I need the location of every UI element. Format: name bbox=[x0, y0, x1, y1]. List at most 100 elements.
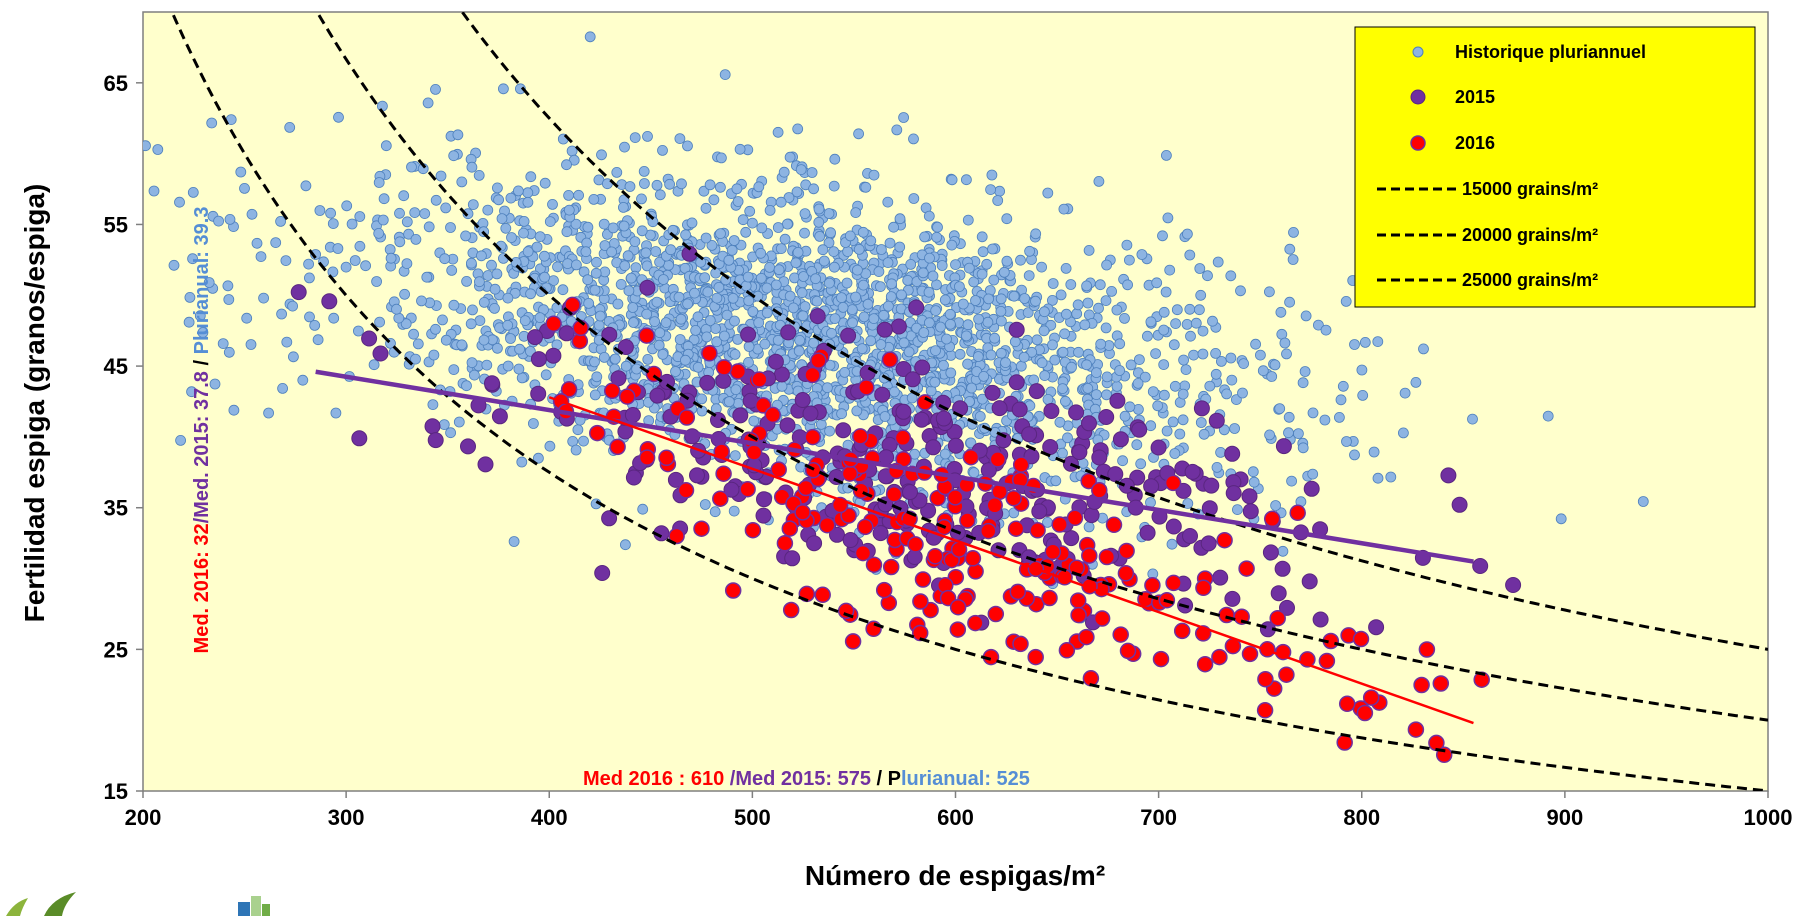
point-2015 bbox=[829, 526, 845, 543]
historique-point bbox=[456, 176, 468, 188]
point-2016 bbox=[949, 598, 967, 616]
historique-point bbox=[1182, 228, 1193, 240]
historique-point bbox=[1197, 325, 1209, 337]
historique-point bbox=[860, 181, 872, 193]
point-2015 bbox=[991, 400, 1008, 417]
historique-point bbox=[743, 295, 755, 307]
historique-point bbox=[775, 243, 787, 255]
historique-point bbox=[744, 205, 756, 217]
historique-point bbox=[674, 133, 686, 145]
historique-point bbox=[416, 295, 427, 307]
historique-point bbox=[1247, 466, 1259, 478]
point-2015 bbox=[1091, 449, 1108, 466]
historique-point bbox=[927, 270, 939, 282]
historique-point bbox=[561, 226, 573, 238]
point-2016 bbox=[1081, 547, 1098, 564]
point-2015 bbox=[1242, 503, 1259, 520]
point-2015 bbox=[1184, 463, 1201, 480]
historique-point bbox=[346, 218, 358, 230]
historique-point bbox=[770, 279, 782, 291]
historique-point bbox=[1000, 357, 1011, 369]
historique-point bbox=[1372, 472, 1384, 484]
point-2016 bbox=[858, 379, 875, 396]
historique-point bbox=[354, 240, 366, 252]
logo-block-2 bbox=[251, 896, 261, 916]
historique-point bbox=[651, 296, 663, 308]
historique-point bbox=[1015, 360, 1027, 372]
historique-point bbox=[710, 267, 722, 279]
point-2016 bbox=[1338, 695, 1356, 713]
historique-point bbox=[784, 151, 796, 163]
point-2015 bbox=[530, 385, 547, 402]
point-2015 bbox=[1451, 496, 1468, 513]
historique-point bbox=[885, 291, 897, 303]
historique-point bbox=[502, 319, 514, 331]
historique-point bbox=[270, 237, 282, 249]
historique-point bbox=[544, 440, 556, 452]
historique-point bbox=[966, 382, 977, 394]
historique-point bbox=[588, 193, 600, 205]
bottom-annotation-sep: / P bbox=[871, 768, 901, 790]
historique-point bbox=[945, 318, 956, 330]
point-2015 bbox=[1224, 445, 1241, 462]
point-2015 bbox=[1107, 466, 1124, 483]
point-2015 bbox=[895, 361, 912, 377]
historique-point bbox=[726, 244, 738, 256]
historique-point bbox=[936, 260, 948, 271]
historique-point bbox=[962, 214, 974, 226]
historique-point bbox=[790, 257, 802, 269]
historique-point bbox=[1204, 380, 1216, 392]
historique-point bbox=[1357, 389, 1369, 401]
historique-point bbox=[421, 271, 433, 283]
historique-point bbox=[1266, 371, 1278, 382]
historique-point bbox=[187, 186, 199, 198]
historique-point bbox=[782, 218, 793, 230]
historique-point bbox=[1216, 355, 1227, 367]
historique-point bbox=[829, 153, 841, 165]
point-2016 bbox=[949, 621, 967, 638]
historique-point bbox=[701, 331, 713, 343]
historique-point bbox=[841, 277, 853, 289]
historique-point bbox=[522, 187, 534, 199]
point-2016 bbox=[638, 327, 655, 344]
point-2015 bbox=[617, 339, 634, 355]
historique-point bbox=[505, 333, 516, 344]
point-2015 bbox=[1368, 619, 1385, 636]
historique-point bbox=[430, 323, 441, 335]
point-2016 bbox=[1196, 655, 1214, 673]
historique-point bbox=[784, 290, 796, 302]
historique-point bbox=[619, 260, 631, 272]
point-2015 bbox=[767, 353, 784, 370]
historique-point bbox=[406, 161, 417, 173]
point-2015 bbox=[601, 510, 618, 527]
iso-curve bbox=[460, 12, 1768, 651]
point-2016 bbox=[967, 563, 984, 580]
historique-point bbox=[394, 236, 406, 248]
point-2016 bbox=[814, 586, 831, 604]
point-2015 bbox=[1083, 507, 1100, 524]
point-2016 bbox=[545, 315, 562, 332]
historique-point bbox=[699, 272, 711, 284]
historique-point bbox=[1162, 212, 1174, 224]
historique-point bbox=[510, 256, 522, 268]
historique-point bbox=[1147, 386, 1159, 398]
historique-point bbox=[1047, 278, 1059, 289]
legend-label-25000: 25000 grains/m² bbox=[1462, 270, 1598, 290]
point-2015 bbox=[904, 371, 921, 388]
point-2015 bbox=[835, 422, 852, 439]
historique-point bbox=[929, 376, 941, 388]
historique-point bbox=[977, 393, 988, 405]
point-2016 bbox=[1418, 641, 1436, 658]
historique-point bbox=[792, 123, 804, 135]
point-2015 bbox=[361, 330, 378, 347]
historique-point bbox=[976, 268, 988, 280]
historique-point bbox=[824, 277, 835, 289]
historique-point bbox=[1231, 394, 1242, 406]
historique-point bbox=[300, 180, 312, 192]
historique-point bbox=[1207, 315, 1218, 327]
historique-point bbox=[776, 380, 788, 392]
point-2016 bbox=[810, 352, 827, 369]
point-2015 bbox=[780, 324, 797, 341]
side-annotation-plurianual: Plurianual: 39.3 bbox=[191, 207, 213, 355]
historique-point bbox=[829, 261, 840, 273]
